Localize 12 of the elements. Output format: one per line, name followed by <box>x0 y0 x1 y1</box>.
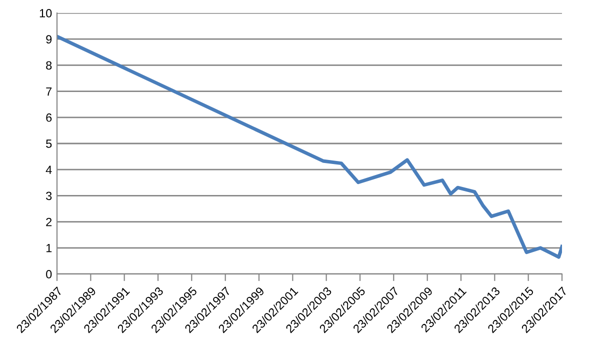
y-tick-label: 4 <box>46 166 52 174</box>
y-tick-label: 7 <box>46 87 52 96</box>
y-tick-label: 1 <box>46 244 52 252</box>
y-tick-label: 6 <box>46 113 52 122</box>
y-tick-label: 3 <box>46 192 52 200</box>
y-tick-label: 0 <box>46 270 52 278</box>
y-tick-label: 5 <box>46 140 52 148</box>
y-tick-label: 9 <box>46 35 52 44</box>
line-series <box>57 34 562 259</box>
y-tick-label: 2 <box>46 218 52 226</box>
y-tick-label: 10 <box>40 9 52 18</box>
y-tick-label: 8 <box>46 61 52 70</box>
